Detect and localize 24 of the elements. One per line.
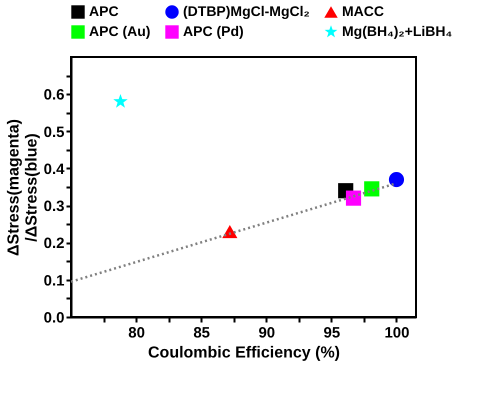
y-tick-label: 0.0: [44, 310, 64, 326]
legend-label: MACC: [342, 3, 384, 19]
y-tick-label: 0.6: [44, 86, 64, 104]
y-tick-label: 0.4: [44, 160, 66, 178]
legend-label: APC (Au): [89, 23, 150, 39]
y-tick-label: 0.2: [44, 235, 64, 252]
legend-label: (DTBP)MgCl-MgCl₂: [183, 3, 310, 19]
legend-label: Mg(BH₄)₂+LiBH₄: [342, 23, 452, 39]
x-axis-title: Coulombic Efficiency (%): [148, 344, 340, 362]
y-tick-label: 0.3: [44, 198, 64, 216]
y-axis-title: ΔStress(magenta) /ΔStress(blue): [6, 119, 41, 256]
point: [346, 190, 362, 206]
point: [388, 172, 404, 188]
x-tick-label: 100: [384, 324, 410, 342]
point: [364, 181, 380, 196]
y-tick-label: 0.1: [44, 272, 64, 290]
legend-label: APC: [89, 3, 119, 19]
x-tick-label: 80: [128, 324, 145, 342]
x-tick-label: 95: [324, 324, 340, 342]
y-tick-label: 0.5: [44, 124, 64, 141]
x-tick-label: 90: [258, 324, 276, 342]
legend-label: APC (Pd): [183, 23, 244, 39]
point: [113, 94, 128, 108]
x-tick-label: 85: [193, 324, 210, 342]
